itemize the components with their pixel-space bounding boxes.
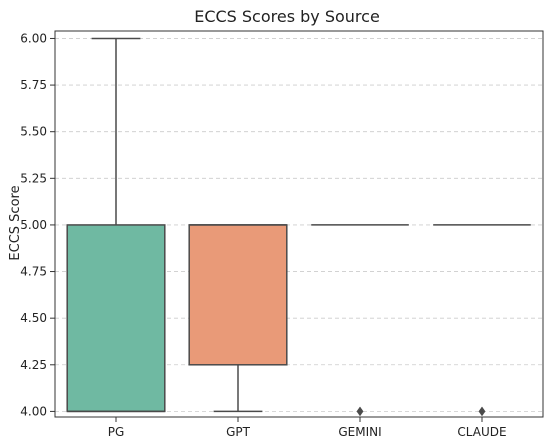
- box-body: [188, 224, 288, 366]
- box-claude: [433, 224, 531, 417]
- outlier-marker: [478, 406, 486, 417]
- box-gemini: [311, 224, 409, 417]
- y-tick-label: 6.00: [20, 31, 47, 45]
- x-tick-label: PG: [108, 425, 125, 439]
- boxes: [66, 37, 531, 417]
- box-pg: [66, 37, 166, 413]
- y-tick-label: 4.75: [20, 265, 47, 279]
- outlier-marker: [356, 406, 364, 417]
- y-tick-label: 5.75: [20, 78, 47, 92]
- axes: 4.00 4.25 4.50 4.75 5.00 5.25 5.50 5.75 6.00 PG GP…: [20, 30, 544, 439]
- plot-frame: [54, 30, 544, 418]
- y-tick-label: 5.25: [20, 171, 47, 185]
- box-body: [66, 224, 166, 413]
- y-tick-label: 5.00: [20, 218, 47, 232]
- y-tick-label: 5.50: [20, 125, 47, 139]
- y-tick-label: 4.00: [20, 404, 47, 418]
- x-tick-label: GEMINI: [338, 425, 381, 439]
- chart-title: ECCS Scores by Source: [194, 7, 380, 26]
- box-gpt: [188, 224, 288, 413]
- labels: ECCS Scores by Source ECCS Score: [8, 7, 380, 261]
- y-tick-label: 4.50: [20, 311, 47, 325]
- x-tick-label: GPT: [226, 425, 251, 439]
- y-axis-title: ECCS Score: [8, 185, 23, 260]
- x-tick-label: CLAUDE: [457, 425, 506, 439]
- y-tick-label: 4.25: [20, 358, 47, 372]
